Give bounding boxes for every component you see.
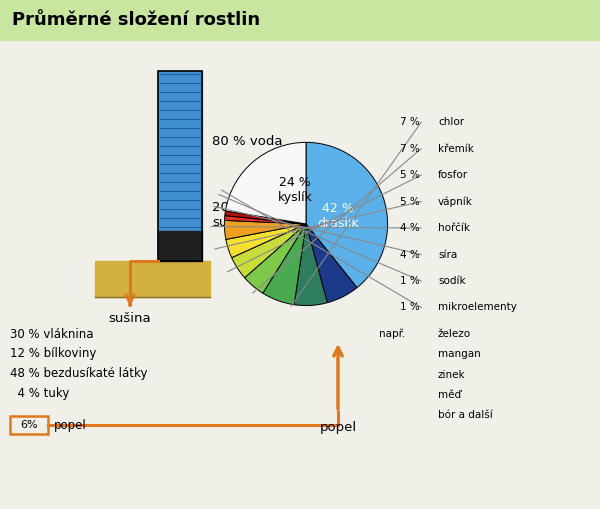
Wedge shape [224,220,306,239]
Text: zinek: zinek [438,370,466,380]
Text: 30 % vláknina: 30 % vláknina [10,327,94,341]
Wedge shape [306,224,357,303]
Text: 42 %
draslík: 42 % draslík [317,202,358,230]
Text: Průměrné složení rostlin: Průměrné složení rostlin [12,11,260,29]
Bar [158,231,202,261]
Wedge shape [224,216,306,224]
Text: železo: železo [438,329,471,339]
Text: 7 %: 7 % [400,117,420,127]
Text: 24 %
kyslík: 24 % kyslík [277,176,313,204]
Text: 6%: 6% [20,420,38,430]
Text: sušina: sušina [109,313,151,325]
Text: chlor: chlor [438,117,464,127]
Text: popel: popel [319,420,356,434]
Wedge shape [245,224,306,293]
Text: 5 %: 5 % [400,196,420,207]
Text: sodík: sodík [438,276,466,286]
Text: síra: síra [438,249,457,260]
Text: 4 % tuky: 4 % tuky [10,387,70,401]
Text: 4 %: 4 % [400,249,420,260]
Bar [95,261,210,297]
Wedge shape [226,143,306,224]
Text: mikroelementy: mikroelementy [438,302,517,313]
Text: 48 % bezdusíkaté látky: 48 % bezdusíkaté látky [10,367,148,381]
Text: 5 %: 5 % [400,170,420,180]
Text: popel: popel [54,418,87,432]
Bar [158,71,202,231]
Text: např.: např. [379,329,405,339]
Text: 7 %: 7 % [400,144,420,154]
Text: 80 % voda: 80 % voda [212,134,283,148]
Bar [0,0,600,40]
Wedge shape [225,211,306,224]
Text: 4 %: 4 % [400,223,420,233]
Text: vápník: vápník [438,196,473,207]
Text: 1 %: 1 % [400,276,420,286]
Text: hořčík: hořčík [438,223,470,233]
Wedge shape [226,224,306,258]
Text: křemík: křemík [438,144,474,154]
Wedge shape [232,224,306,278]
Text: 20 %
sušina: 20 % sušina [212,201,254,229]
Wedge shape [306,143,388,288]
Text: bór a další: bór a další [438,410,493,420]
Text: měď: měď [438,390,461,400]
Wedge shape [294,224,328,305]
Text: 12 % bílkoviny: 12 % bílkoviny [10,348,97,360]
Text: fosfor: fosfor [438,170,468,180]
Wedge shape [263,224,306,305]
Bar [158,71,202,261]
Bar [10,416,48,434]
Text: 1 %: 1 % [400,302,420,313]
Text: mangan: mangan [438,349,481,359]
